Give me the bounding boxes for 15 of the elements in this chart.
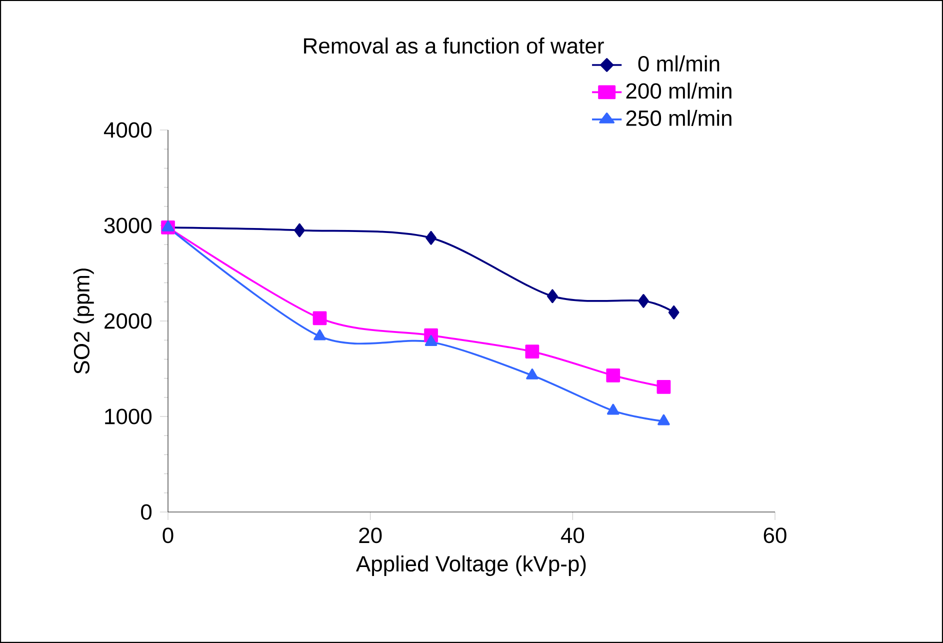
y-tick-label: 4000: [104, 122, 152, 138]
x-tick-label: 60: [764, 528, 786, 544]
chart-title: Removal as a function of water: [304, 38, 604, 54]
y-tick-label: 1000: [105, 408, 152, 424]
x-tick-label: 40: [560, 528, 584, 544]
y-tick-label: 0: [141, 504, 152, 520]
x-tick-label: 20: [359, 528, 382, 544]
y-tick-label: 2000: [104, 313, 152, 329]
y-axis-title: SO2 (ppm): [73, 268, 94, 374]
legend-label: 250 ml/min: [626, 110, 732, 126]
legend-label: 200 ml/min: [626, 82, 732, 99]
y-tick-label: 3000: [104, 218, 152, 234]
x-axis-title: Applied Voltage (kVp-p): [356, 555, 586, 576]
x-tick-label: 0: [162, 528, 174, 544]
legend-label: 0 ml/min: [638, 55, 720, 72]
